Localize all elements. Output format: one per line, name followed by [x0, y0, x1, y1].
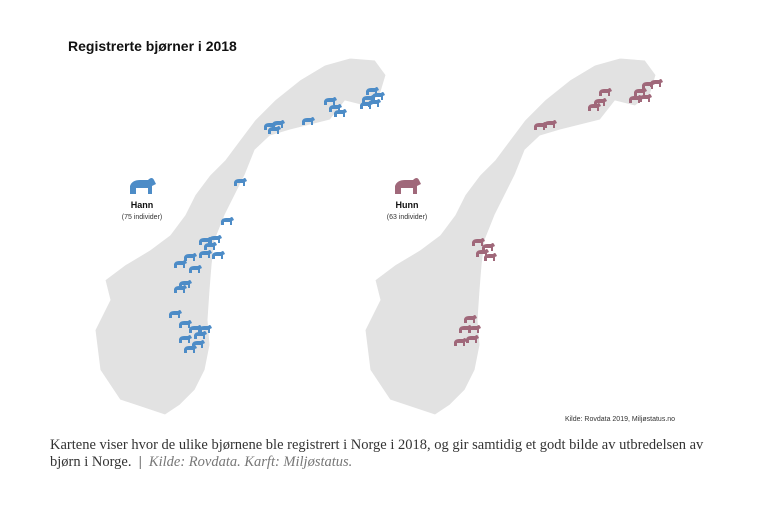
caption-credit: Kilde: Rovdata. Karft: Miljøstatus. — [148, 454, 353, 470]
separator: | — [138, 454, 142, 470]
legend-icon — [395, 178, 421, 194]
map-female — [364, 57, 657, 416]
legend-count: (63 individer) — [387, 214, 427, 221]
legend-label: Hunn — [396, 200, 419, 210]
legend-icon — [130, 178, 156, 194]
legend-label: Hann — [131, 200, 154, 210]
legend-count: (75 individer) — [122, 214, 162, 221]
title: Registrerte bjørner i 2018 — [68, 38, 237, 54]
caption-text: Kartene viser hvor de ulike bjørnene ble… — [50, 437, 704, 470]
source: Kilde: Rovdata 2019, Miljøstatus.no — [565, 416, 675, 423]
caption: Kartene viser hvor de ulike bjørnene ble… — [50, 437, 730, 471]
infographic: Registrerte bjørner i 2018 Hann (75 indi… — [68, 38, 675, 423]
